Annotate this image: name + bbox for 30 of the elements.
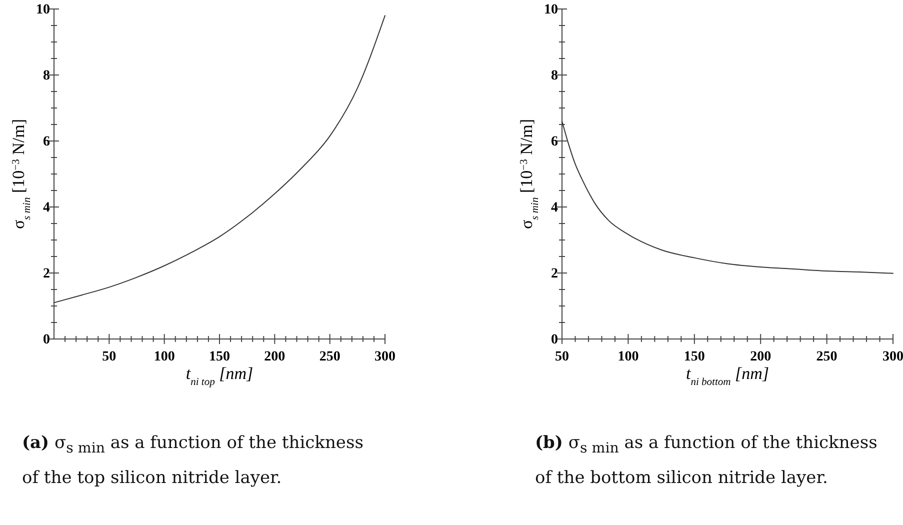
x-axis-title: t$_{ni top}$ [nm] <box>186 364 254 388</box>
x-tick-label: 300 <box>882 350 903 365</box>
x-tick-label: 300 <box>374 350 396 365</box>
x-tick-label: 100 <box>618 350 639 365</box>
y-tick-label: 6 <box>551 134 558 150</box>
y-tick-label: 4 <box>551 200 558 216</box>
x-tick-label: 200 <box>264 350 286 365</box>
line-series <box>54 15 386 304</box>
y-tick-label: 8 <box>551 68 558 84</box>
x-tick-label: 150 <box>684 350 705 365</box>
y-tick-label: 0 <box>551 332 558 348</box>
y-tick-label: 4 <box>43 200 50 216</box>
y-tick-label: 2 <box>551 266 558 282</box>
x-tick-label: 250 <box>816 350 838 365</box>
text: (b) σ$_{s min}$ as a function of the thickness of the bottom silicon nitride layer. <box>535 433 878 488</box>
x-tick-label: 100 <box>154 350 175 365</box>
x-tick-label: 150 <box>209 350 230 365</box>
line-series <box>562 120 894 274</box>
x-tick-label: 200 <box>750 350 772 365</box>
x-tick-label: 50 <box>555 350 569 365</box>
x-tick-label: 250 <box>319 350 340 365</box>
y-tick-label: 6 <box>43 134 50 150</box>
x-axis-title: t$_{ni bottom}$ [nm] <box>686 364 770 388</box>
y-tick-label: 0 <box>43 332 50 348</box>
y-tick-label: 2 <box>43 266 50 282</box>
y-tick-label: 8 <box>43 68 50 84</box>
x-tick-label: 50 <box>102 350 116 365</box>
y-tick-label: 10 <box>544 2 558 18</box>
y-tick-label: 10 <box>36 2 50 18</box>
text: (a) σ$_{s min}$ as a function of the thickness of the top silicon nitride layer. <box>22 433 364 488</box>
